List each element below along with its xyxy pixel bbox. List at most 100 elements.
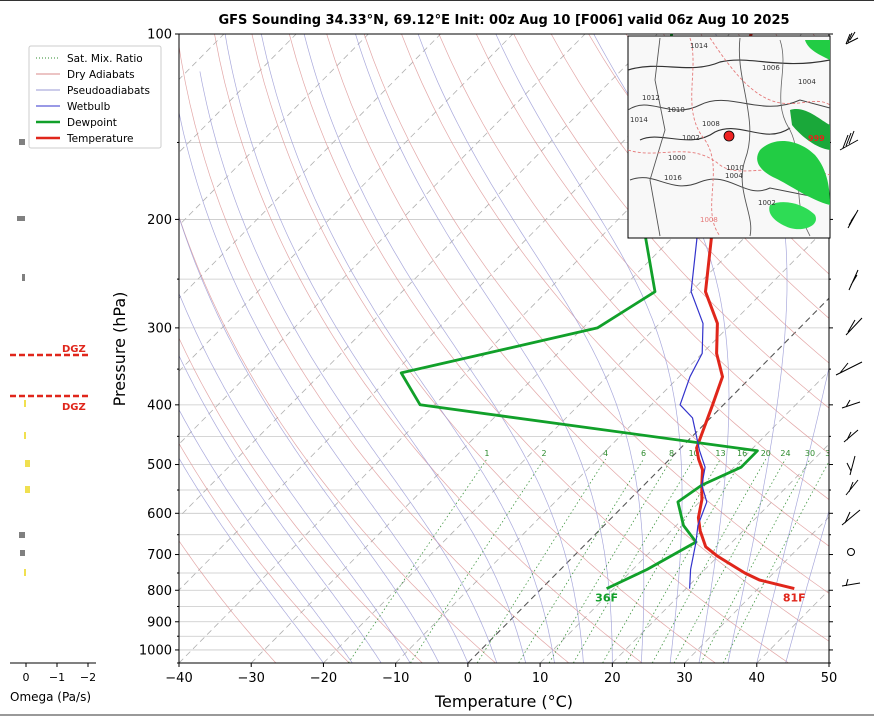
mixing-ratio-label: 20 [761, 449, 771, 458]
wind-barb [843, 429, 859, 443]
legend: Sat. Mix. Ratio Dry Adiabats Pseudoadiabat… [28, 45, 162, 149]
map-contour-label: 1002 [682, 134, 700, 142]
x-tick-label: 30 [676, 671, 693, 686]
pseudoadiabat-line [417, 34, 645, 663]
omega-bar [24, 569, 26, 576]
y-tick-label: 500 [147, 458, 172, 473]
x-axis-label: Temperature (°C) [434, 692, 573, 711]
map-isobar-line [709, 37, 830, 106]
omega-tick-label: −2 [80, 671, 96, 684]
x-tick-label: 10 [532, 671, 549, 686]
inset-map: 1006 1004 1012 1010 1008 1014 1002 1000 … [627, 35, 831, 239]
pseudoadiabat-line [179, 216, 440, 663]
chart-title: GFS Sounding 34.33°N, 69.12°E Init: 00z … [218, 13, 789, 28]
mixing-ratio-label: 8 [669, 449, 674, 458]
map-contour-label: 1004 [725, 172, 743, 180]
dry-adiabat-line [550, 34, 829, 364]
pseudoadiabat-line [756, 365, 829, 663]
mixing-ratio-line [673, 458, 786, 663]
isotherm-line [179, 34, 730, 591]
omega-tick-label: −1 [49, 671, 65, 684]
mixing-ratio-line [518, 458, 644, 663]
map-contour-label: 1002 [758, 199, 776, 207]
pseudoadiabat-line [785, 509, 829, 663]
omega-bar [22, 274, 25, 281]
mixing-ratio-label: 36 [825, 449, 835, 458]
dry-adiabat-line [288, 34, 789, 663]
x-tick-label: −40 [165, 671, 192, 686]
mixing-ratio-line [602, 458, 721, 663]
wind-barb [845, 31, 859, 45]
pseudoadiabat-line [495, 34, 683, 663]
x-tick-label: −20 [310, 671, 337, 686]
map-contour-label: 1006 [762, 64, 780, 72]
map-precip-area [805, 40, 830, 60]
wind-barb [845, 317, 863, 336]
pseudoadiabat-line [179, 354, 382, 663]
dgz-label: DGZ [62, 344, 86, 355]
axes: −40 −30 −20 −10 0 10 20 30 40 50 100 200 300 400 500 60… [139, 28, 837, 687]
map-contour-label: 1014 [630, 116, 648, 124]
wind-barb [841, 509, 861, 526]
x-tick-label: 0 [464, 671, 472, 686]
background-lines [179, 34, 829, 663]
map-precip-area [769, 202, 816, 230]
map-contour-label: 1008 [700, 216, 718, 224]
mixing-ratio-label: 2 [542, 449, 547, 458]
dry-adiabat-line [179, 43, 570, 663]
mixing-ratio-label: 1 [484, 449, 489, 458]
map-contour-label: 1012 [642, 94, 660, 102]
map-border-line [628, 99, 830, 111]
dry-adiabat-line [401, 34, 829, 547]
x-tick-label: 50 [821, 671, 838, 686]
dry-adiabat-line [179, 442, 350, 663]
omega-bar [25, 460, 30, 467]
map-contour-label: 1016 [664, 174, 682, 182]
y-tick-label: 100 [147, 28, 172, 43]
wind-barb [841, 399, 861, 409]
dry-adiabat-line [326, 34, 829, 642]
dry-adiabat-line [179, 215, 496, 663]
pseudoadiabat-line [224, 34, 527, 663]
wind-barb [841, 578, 861, 587]
mixing-ratio-line [700, 458, 811, 663]
omega-bar [20, 550, 25, 556]
mixing-ratio-label: 13 [715, 449, 725, 458]
legend-label: Dry Adiabats [67, 69, 135, 81]
mixing-ratio-label: 30 [805, 449, 815, 458]
map-border-line [639, 127, 791, 141]
dgz-label: DGZ [62, 402, 86, 413]
dry-adiabat-line [438, 34, 829, 501]
x-tick-label: −30 [238, 671, 265, 686]
wind-barb [848, 269, 859, 291]
wind-barb [835, 361, 863, 376]
map-border-line [738, 37, 752, 237]
dry-adiabat-line [179, 540, 277, 663]
wind-calm-marker [847, 548, 855, 556]
y-tick-label: 200 [147, 213, 172, 228]
omega-panel: 0 −1 −2 Omega (Pa/s) DGZ DGZ [10, 139, 96, 704]
pseudoadiabat-line [303, 34, 584, 663]
mixing-ratio-line [651, 458, 767, 663]
wind-barb [845, 479, 859, 496]
pseudoadiabat-line [355, 34, 613, 663]
dry-adiabat-line [363, 34, 829, 594]
omega-bar [24, 400, 26, 407]
isotherm-line [467, 297, 829, 663]
wind-barbs [835, 31, 863, 587]
dry-adiabat-line [475, 34, 829, 455]
y-tick-label: 700 [147, 548, 172, 563]
mixing-ratio-line [476, 458, 606, 663]
pseudoadiabat-line [179, 408, 353, 663]
dry-adiabat-line [588, 34, 829, 319]
map-isobar-line [689, 37, 721, 237]
map-contour-label: 1008 [702, 120, 720, 128]
wetbulb-line [679, 142, 708, 589]
map-contour-label: 1000 [668, 154, 686, 162]
legend-label: Wetbulb [67, 101, 111, 113]
pseudoadiabat-line [179, 457, 324, 663]
y-tick-label: 1000 [139, 643, 172, 658]
wind-barb [846, 455, 856, 476]
temperature-line [695, 34, 795, 591]
